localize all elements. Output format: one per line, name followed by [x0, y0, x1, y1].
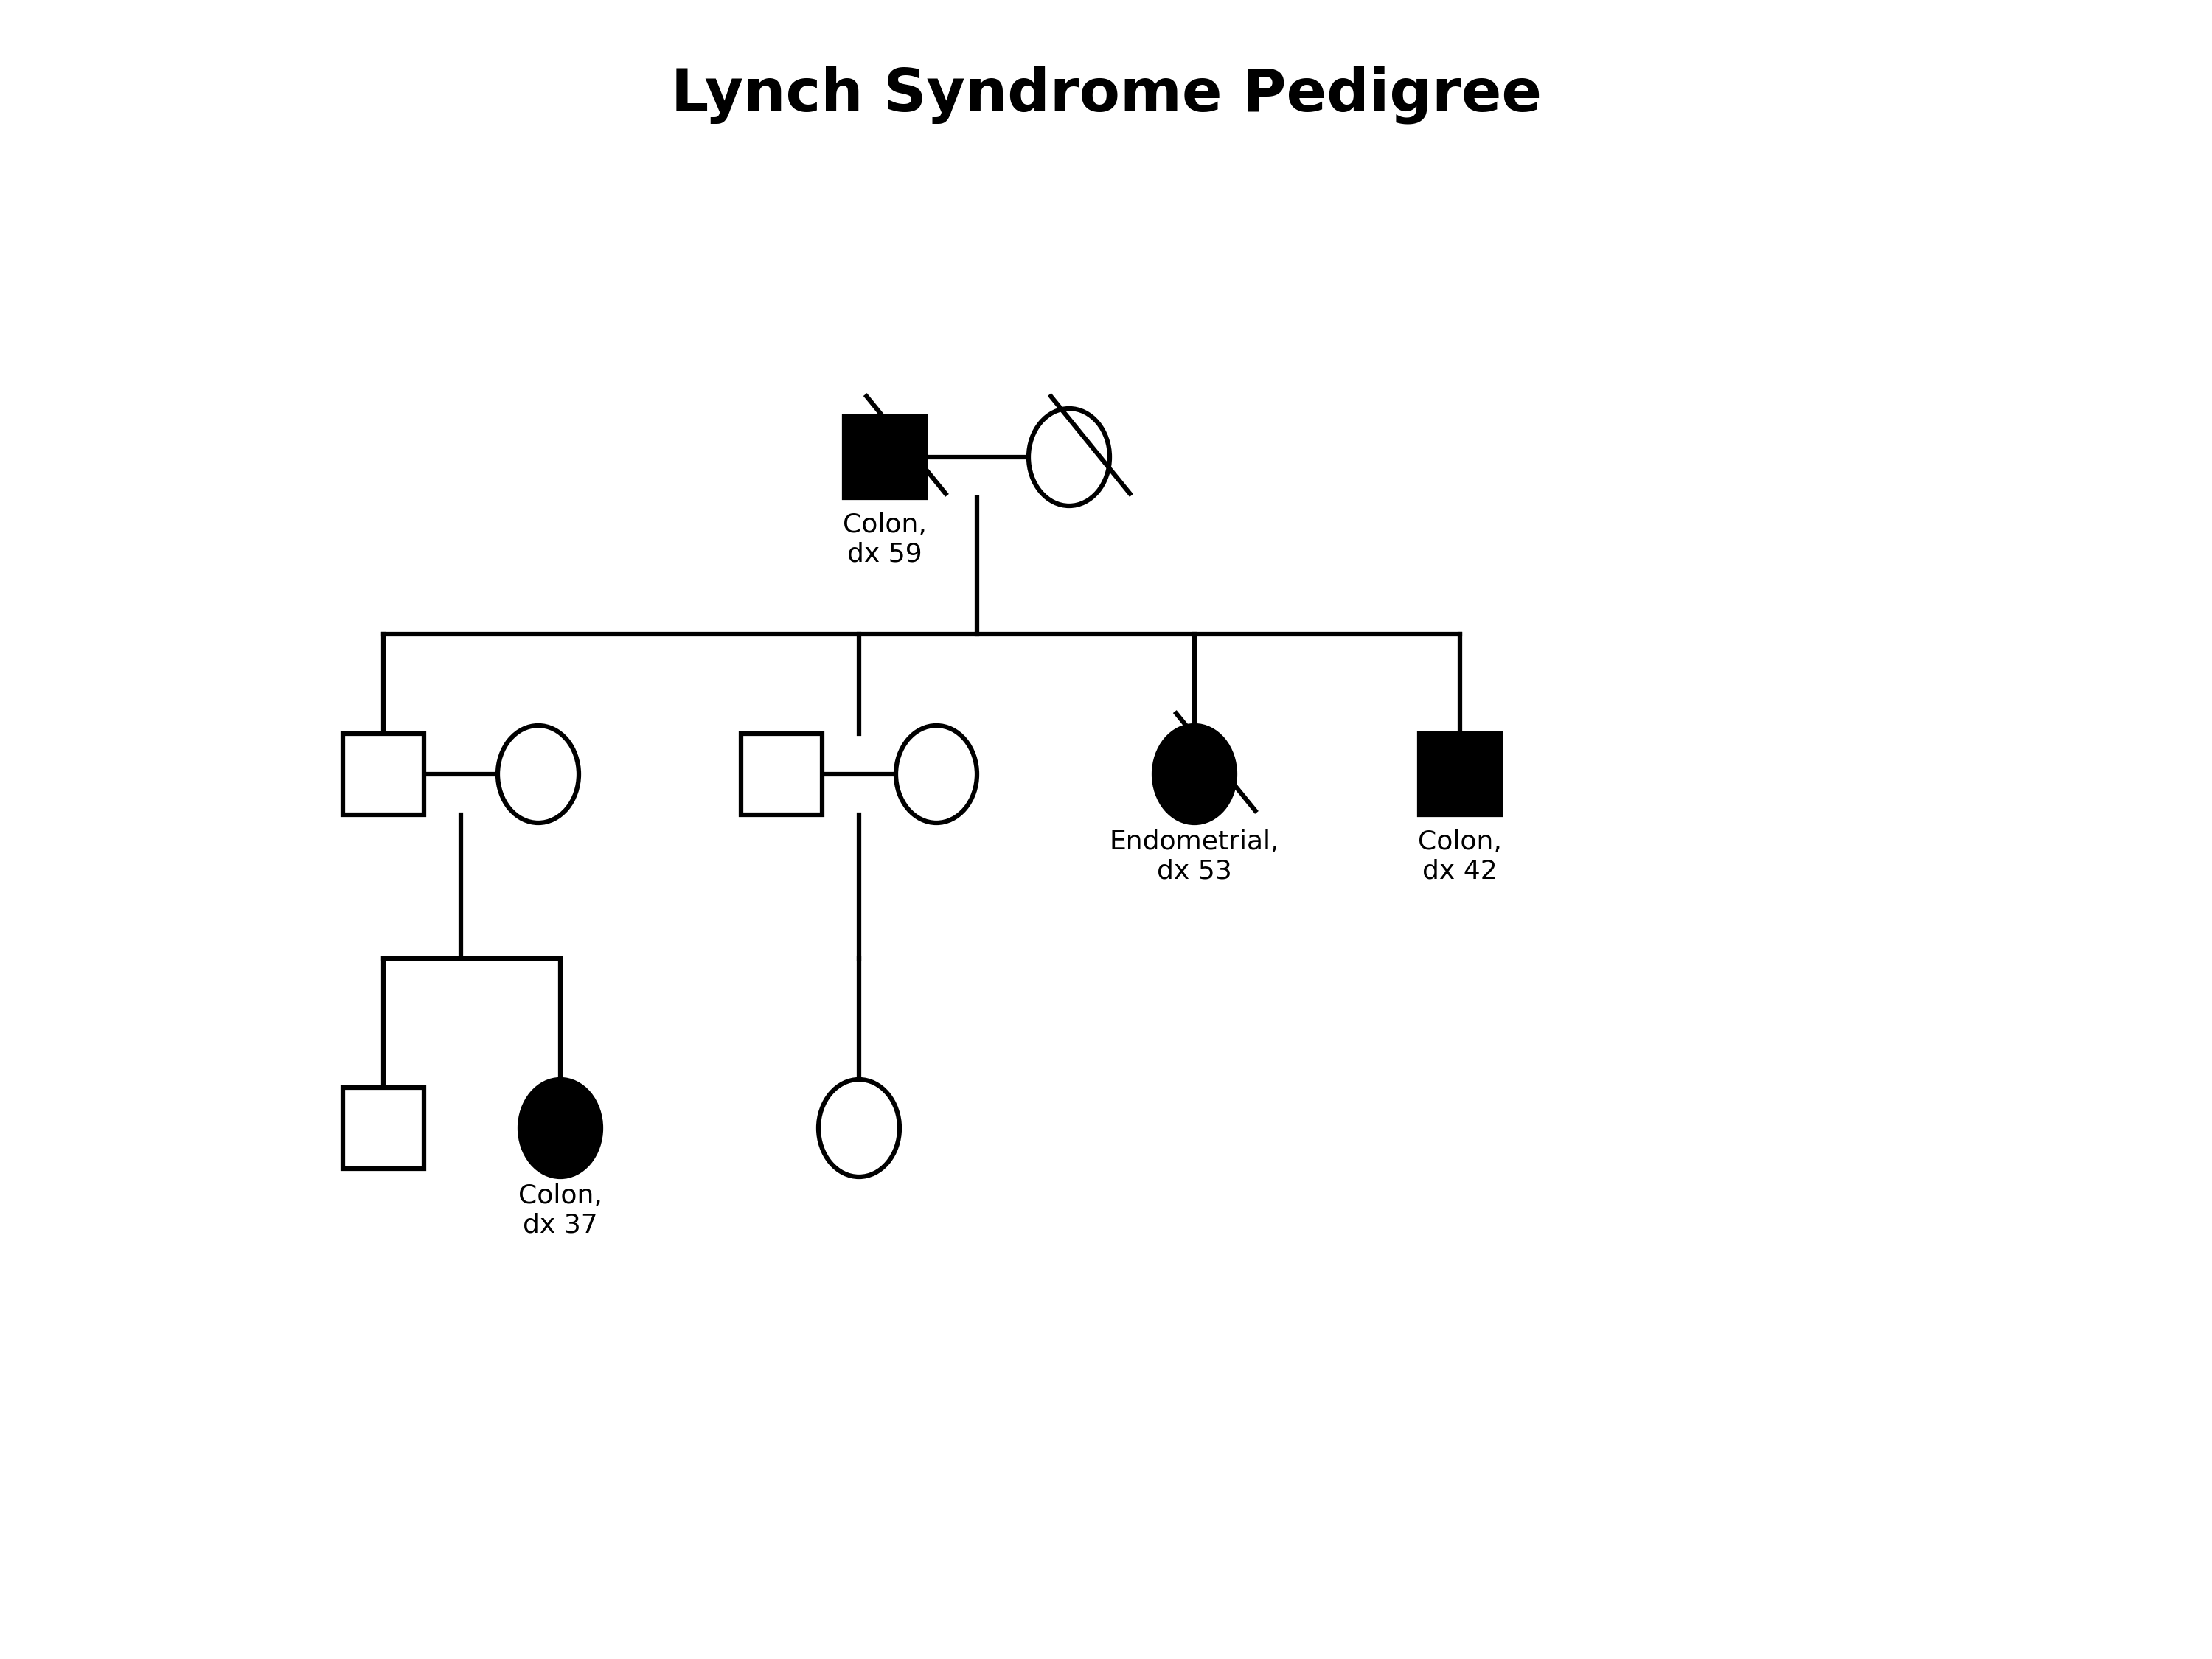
Text: Colon,
dx 37: Colon, dx 37 [518, 1183, 602, 1238]
Bar [845, 416, 925, 498]
Ellipse shape [498, 725, 580, 823]
Text: Colon,
dx 59: Colon, dx 59 [843, 513, 927, 567]
Text: Endometrial,
dx 53: Endometrial, dx 53 [1110, 830, 1279, 884]
Bar [343, 1088, 425, 1168]
Bar [1420, 733, 1500, 815]
Bar [741, 733, 823, 815]
Text: Colon,
dx 42: Colon, dx 42 [1418, 830, 1502, 884]
Ellipse shape [1155, 725, 1234, 823]
Ellipse shape [818, 1080, 900, 1176]
Ellipse shape [520, 1080, 602, 1176]
Ellipse shape [1029, 408, 1110, 506]
Ellipse shape [896, 725, 978, 823]
Text: Lynch Syndrome Pedigree: Lynch Syndrome Pedigree [670, 66, 1542, 124]
Bar [343, 733, 425, 815]
